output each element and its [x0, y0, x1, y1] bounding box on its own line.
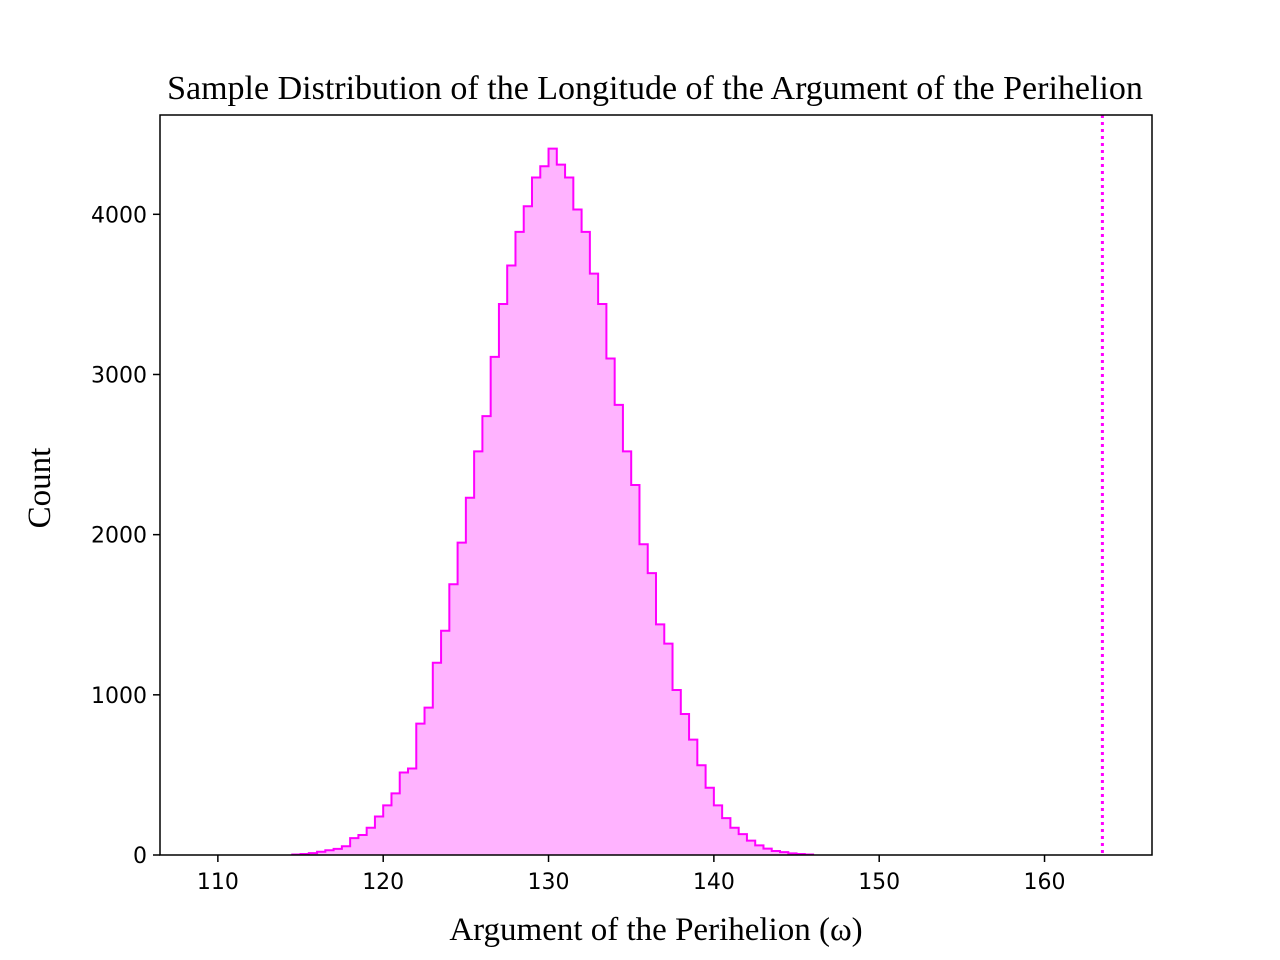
x-tick-label: 110: [197, 870, 239, 895]
y-axis-ticks: 0 1000 2000 3000 4000: [91, 203, 160, 869]
y-tick-label: 0: [133, 844, 147, 869]
histogram-fill: [292, 148, 814, 855]
plot-area: [291, 115, 1104, 856]
y-tick-label: 1000: [91, 684, 147, 709]
x-tick-label: 120: [362, 870, 404, 895]
x-tick-label: 130: [528, 870, 570, 895]
x-tick-label: 150: [858, 870, 900, 895]
x-tick-label: 160: [1024, 870, 1066, 895]
chart-title: Sample Distribution of the Longitude of …: [167, 70, 1143, 107]
histogram-outline: [291, 147, 815, 856]
y-tick-label: 4000: [91, 203, 147, 228]
x-tick-label: 140: [693, 870, 735, 895]
axes-frame: [159, 114, 1153, 856]
x-axis-label: Argument of the Perihelion (ω): [449, 912, 862, 948]
y-tick-label: 3000: [91, 363, 147, 388]
y-axis-label: Count: [22, 448, 58, 529]
x-axis-ticks: 110 120 130 140 150 160: [197, 855, 1066, 895]
y-tick-label: 2000: [91, 524, 147, 549]
